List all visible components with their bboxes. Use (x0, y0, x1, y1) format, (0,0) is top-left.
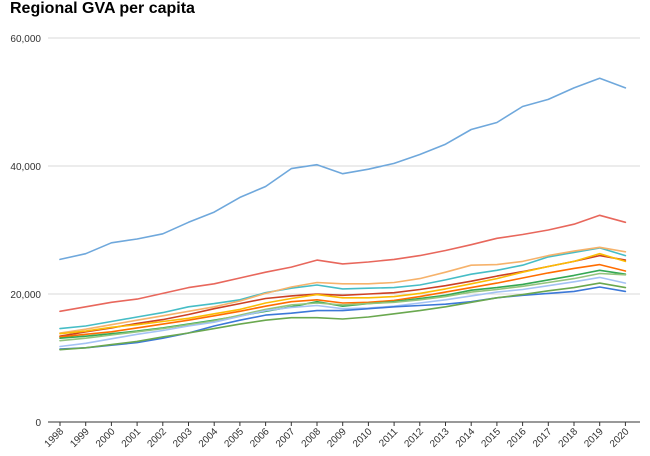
y-axis-ticks: 0 20,000 40,000 60,000 (10, 34, 41, 429)
x-tick-label: 2004 (197, 426, 221, 450)
y-tick-label: 60,000 (10, 34, 41, 45)
gridlines (48, 37, 640, 423)
series-lines (59, 77, 627, 351)
x-tick-label: 2006 (248, 426, 272, 450)
x-tick-label: 2017 (531, 426, 555, 450)
series-line-6 (59, 252, 627, 335)
x-tick-label: 2011 (377, 426, 400, 449)
series-line-9 (59, 272, 627, 342)
y-tick-label: 20,000 (10, 290, 41, 301)
x-tick-label: 2010 (351, 426, 375, 450)
x-tick-label: 2015 (480, 426, 504, 450)
series-line-1 (59, 77, 627, 261)
series-line-10 (59, 276, 627, 348)
series-line-7 (59, 263, 627, 338)
x-tick-label: 1998 (43, 426, 67, 450)
series-line-2 (59, 214, 627, 313)
series-line-4 (59, 246, 627, 334)
x-tick-label: 2012 (402, 426, 426, 450)
series-line-3 (59, 247, 627, 330)
x-tick-label: 2002 (145, 426, 169, 450)
x-tick-label: 2013 (428, 426, 452, 450)
x-tick-label: 2020 (608, 426, 632, 450)
series-line-12 (59, 282, 627, 351)
x-tick-label: 2000 (94, 426, 118, 450)
x-tick-label: 2019 (582, 426, 606, 450)
chart-title: Regional GVA per capita (10, 0, 195, 17)
x-tick-label: 2018 (557, 426, 581, 450)
series-line-11 (59, 286, 627, 350)
x-tick-label: 2008 (300, 426, 324, 450)
x-tick-label: 2003 (171, 426, 195, 450)
x-tick-label: 2005 (223, 426, 247, 450)
x-tick-label: 2014 (454, 426, 478, 450)
x-tick-label: 1999 (68, 426, 92, 450)
x-tick-label: 2001 (120, 426, 144, 450)
y-tick-label: 0 (35, 418, 41, 429)
x-tick-label: 2016 (505, 426, 529, 450)
x-tick-label: 2009 (325, 426, 349, 450)
x-axis-ticks: 1998 1999 2000 2001 2002 2003 2004 2005 2006 2007… (43, 422, 632, 450)
x-tick-label: 2007 (274, 426, 298, 450)
y-tick-label: 40,000 (10, 162, 41, 173)
